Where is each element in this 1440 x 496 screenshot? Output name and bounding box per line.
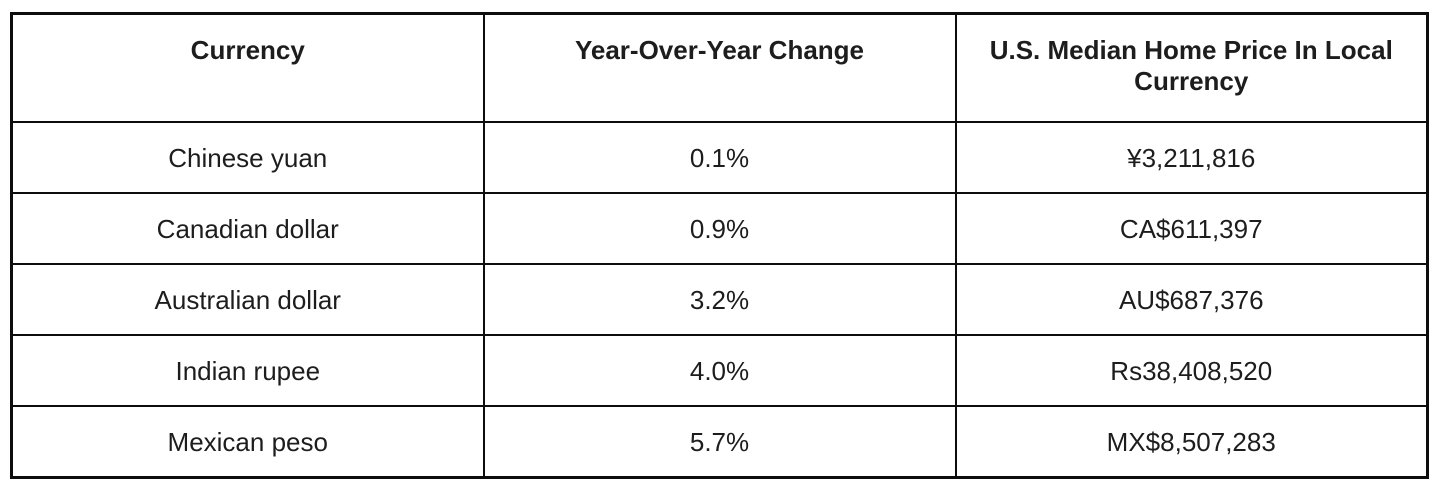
column-header-currency: Currency	[10, 12, 485, 123]
local-price-value: MX$8,507,283	[1106, 427, 1276, 457]
currency-cell: Mexican peso	[10, 405, 485, 479]
yoy-change-cell: 5.7%	[482, 405, 957, 479]
local-price-value: CA$611,397	[1119, 214, 1263, 244]
yoy-change-value: 3.2%	[689, 285, 750, 315]
table-row-mexican-peso: Mexican peso 5.7% MX$8,507,283	[10, 405, 1429, 479]
column-header-currency-label: Currency	[190, 35, 305, 65]
currency-cell: Indian rupee	[10, 334, 485, 407]
yoy-change-cell: 4.0%	[482, 334, 957, 407]
currency-cell: Australian dollar	[10, 263, 485, 336]
column-header-yoy-change: Year-Over-Year Change	[482, 12, 957, 123]
currency-value: Canadian dollar	[156, 214, 339, 244]
local-price-value: Rs38,408,520	[1110, 356, 1273, 386]
local-price-cell: ¥3,211,816	[954, 121, 1429, 194]
local-price-cell: CA$611,397	[954, 192, 1429, 265]
yoy-change-value: 0.1%	[689, 143, 750, 173]
currency-cell: Canadian dollar	[10, 192, 485, 265]
table-header-row: Currency Year-Over-Year Change U.S. Medi…	[10, 12, 1429, 123]
local-price-cell: AU$687,376	[954, 263, 1429, 336]
yoy-change-cell: 0.9%	[482, 192, 957, 265]
local-price-cell: MX$8,507,283	[954, 405, 1429, 479]
yoy-change-cell: 0.1%	[482, 121, 957, 194]
column-header-local-price-label: U.S. Median Home Price In Local Currency	[989, 35, 1393, 96]
column-header-local-price: U.S. Median Home Price In Local Currency	[954, 12, 1429, 123]
currency-home-price-table: Currency Year-Over-Year Change U.S. Medi…	[10, 12, 1429, 479]
table-row-chinese-yuan: Chinese yuan 0.1% ¥3,211,816	[10, 121, 1429, 194]
yoy-change-value: 4.0%	[689, 356, 750, 386]
local-price-cell: Rs38,408,520	[954, 334, 1429, 407]
currency-value: Mexican peso	[167, 427, 328, 457]
currency-value: Australian dollar	[154, 285, 341, 315]
yoy-change-cell: 3.2%	[482, 263, 957, 336]
local-price-value: AU$687,376	[1118, 285, 1264, 315]
currency-cell: Chinese yuan	[10, 121, 485, 194]
table-row-australian-dollar: Australian dollar 3.2% AU$687,376	[10, 263, 1429, 336]
table-row-canadian-dollar: Canadian dollar 0.9% CA$611,397	[10, 192, 1429, 265]
column-header-yoy-change-label: Year-Over-Year Change	[574, 35, 865, 65]
yoy-change-value: 5.7%	[689, 427, 750, 457]
yoy-change-value: 0.9%	[689, 214, 750, 244]
currency-value: Chinese yuan	[168, 143, 328, 173]
table-row-indian-rupee: Indian rupee 4.0% Rs38,408,520	[10, 334, 1429, 407]
currency-value: Indian rupee	[175, 356, 321, 386]
local-price-value: ¥3,211,816	[1127, 143, 1256, 173]
